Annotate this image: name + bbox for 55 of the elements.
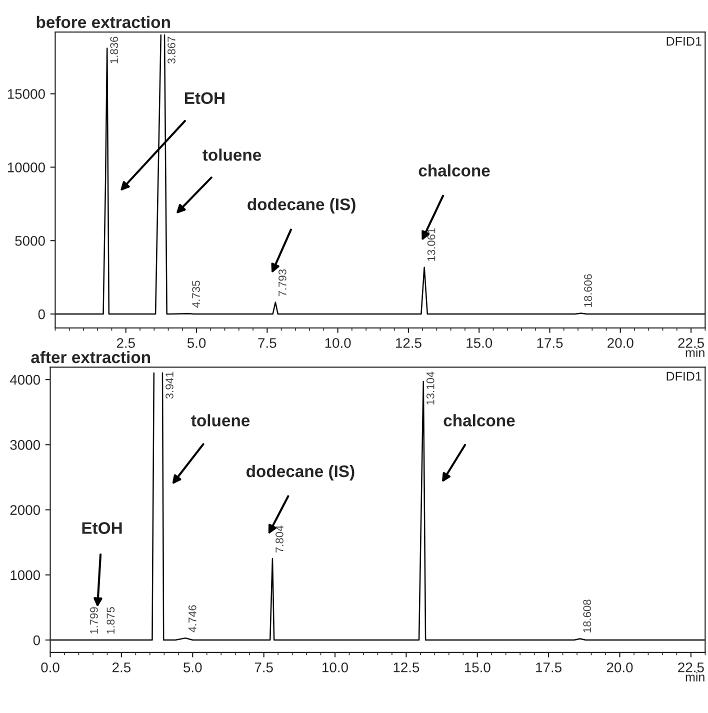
y-tick-label: 15000 bbox=[8, 89, 45, 99]
annotation: toluene bbox=[202, 148, 262, 161]
annotation: chalcone bbox=[418, 164, 490, 177]
annotation: 7.804 bbox=[276, 526, 284, 553]
x-tick-label: 5.0 bbox=[184, 662, 202, 672]
y-tick-label: 5000 bbox=[15, 236, 45, 246]
annotation: 3.941 bbox=[166, 372, 174, 399]
x-tick-label: 20.0 bbox=[606, 662, 633, 672]
annotation: toluene bbox=[191, 414, 250, 426]
y-tick-label: 3000 bbox=[10, 440, 40, 450]
chart-title: before extraction bbox=[36, 16, 170, 28]
annotation: 1.799 bbox=[90, 607, 98, 634]
annotation: 13.061 bbox=[427, 228, 436, 261]
x-tick-label: 10.0 bbox=[325, 338, 351, 348]
x-tick-label: 12.5 bbox=[396, 338, 422, 348]
x-tick-label: 7.5 bbox=[258, 338, 276, 348]
x-tick-label: 22.5 bbox=[678, 662, 704, 672]
annotation: EtOH bbox=[82, 522, 122, 534]
annotation: 4.735 bbox=[192, 280, 200, 308]
x-tick-label: 22.5 bbox=[678, 338, 704, 348]
x-tick-label: 20.0 bbox=[608, 338, 634, 348]
x-tick-label: 0.0 bbox=[41, 662, 60, 672]
annotation: chalcone bbox=[444, 414, 515, 426]
annotation: 13.104 bbox=[426, 372, 434, 404]
annotation: 3.867 bbox=[168, 36, 176, 64]
annotation: EtOH bbox=[184, 92, 224, 104]
annotation: DFID1 bbox=[666, 36, 702, 46]
y-tick-label: 1000 bbox=[10, 570, 40, 580]
annotation: 18.606 bbox=[584, 274, 592, 307]
y-tick-label: 4000 bbox=[10, 374, 40, 385]
x-tick-label: 10.0 bbox=[322, 662, 348, 672]
annotation: dodecane (IS) bbox=[248, 198, 356, 214]
x-tick-label: 5.0 bbox=[187, 338, 206, 348]
x-tick-label: 15.0 bbox=[466, 338, 492, 348]
annotation: dodecane (IS) bbox=[246, 464, 354, 480]
x-tick-label: 12.5 bbox=[394, 662, 420, 672]
annotation: 7.793 bbox=[278, 269, 286, 296]
chart-title: after extraction bbox=[31, 350, 150, 364]
x-tick-label: 15.0 bbox=[464, 662, 490, 672]
annotation: 18.608 bbox=[583, 600, 592, 632]
y-tick-label: 0 bbox=[33, 635, 40, 646]
annotation: DFID1 bbox=[666, 372, 702, 381]
x-axis-title: min bbox=[686, 672, 704, 682]
annotation: 1.875 bbox=[106, 607, 115, 634]
annotation: 4.746 bbox=[188, 605, 196, 632]
x-tick-label: 7.5 bbox=[254, 662, 273, 672]
y-tick-label: 0 bbox=[38, 309, 45, 320]
x-tick-label: 17.5 bbox=[537, 338, 563, 348]
y-tick-label: 10000 bbox=[8, 162, 45, 172]
y-tick-label: 2000 bbox=[10, 505, 40, 515]
x-axis-title: min bbox=[686, 348, 704, 357]
x-tick-label: 17.5 bbox=[536, 662, 562, 672]
x-tick-label: 2.5 bbox=[112, 662, 131, 672]
x-tick-label: 2.5 bbox=[116, 338, 135, 348]
annotation: 1.836 bbox=[110, 36, 118, 64]
